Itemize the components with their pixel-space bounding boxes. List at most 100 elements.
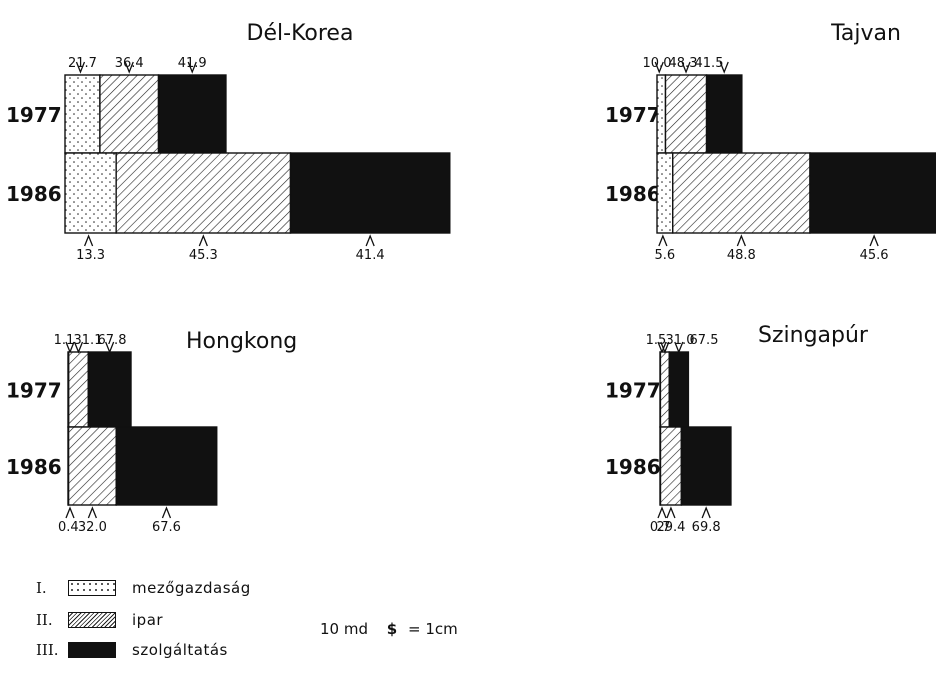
panel-2: Tajvan 1977 10.048.341.5 1986 5.6 48.8 45.6	[605, 21, 936, 263]
data-label-industry-1977: 31.1	[74, 333, 103, 348]
label-tick-agriculture-1977	[654, 61, 664, 74]
legend-item-agriculture: I. mezőgazdaság	[36, 576, 251, 600]
bar-segment-services-1986	[289, 152, 451, 234]
year-label-1977: 1977	[6, 379, 62, 403]
data-label-agriculture-1986: 5.6	[655, 248, 676, 263]
label-tick-services-1977	[674, 341, 684, 354]
bar-segment-agriculture-1986	[656, 152, 674, 234]
data-label-industry-1986: 48.8	[727, 248, 756, 263]
data-label-industry-1986: 29.4	[656, 520, 685, 535]
bar-segment-industry-1977	[664, 74, 708, 154]
legend-label-industry: ipar	[132, 611, 164, 629]
label-tick-industry-1977	[124, 61, 134, 74]
legend-roman-2: II.	[36, 611, 53, 629]
bar-segment-services-1986	[680, 426, 732, 506]
scale-equals: = 1cm	[408, 620, 458, 638]
legend-roman-1: I.	[36, 579, 47, 597]
bar-segment-services-1977	[705, 74, 743, 154]
label-tick-agriculture-1977	[75, 61, 86, 74]
bar-segment-industry-1986	[672, 152, 811, 234]
legend: I. mezőgazdaság II. ipar III. szolgáltat…	[0, 572, 936, 672]
scale-note: 10 md $ = 1cm	[320, 620, 472, 638]
data-label-services-1977: 41.9	[178, 56, 207, 71]
bar-segment-industry-1986	[115, 152, 292, 234]
legend-swatch-solid	[68, 642, 116, 658]
year-label-1986: 1986	[605, 455, 661, 479]
data-label-industry-1986: 32.0	[78, 520, 107, 535]
bar-segment-agriculture-1986	[64, 152, 117, 234]
data-label-agriculture-1977: 21.7	[68, 56, 97, 71]
panel-1: Dél-Korea 1977 21.7 36.4 41.9 1986 13.3 45.3 41.…	[6, 21, 451, 263]
bar-segment-services-1977	[668, 351, 690, 428]
panel-title: Tajvan	[830, 21, 901, 46]
label-tick-agriculture-1986	[657, 506, 667, 519]
data-label-services-1986: 69.8	[692, 520, 721, 535]
data-label-services-1986: 67.6	[152, 520, 181, 535]
data-label-agriculture-1977: 10.0	[643, 56, 672, 71]
label-tick-services-1986	[701, 506, 711, 519]
label-tick-services-1986	[869, 234, 879, 247]
data-label-services-1986: 45.6	[860, 248, 889, 263]
label-tick-industry-1986	[87, 506, 97, 519]
label-tick-industry-1986	[736, 234, 746, 247]
bar-segment-services-1986	[115, 426, 218, 506]
data-label-services-1977: 67.8	[98, 333, 127, 348]
label-tick-agriculture-1986	[83, 234, 94, 247]
scale-amount: 10 md	[320, 620, 368, 638]
label-tick-industry-1977	[73, 341, 84, 354]
label-tick-industry-1986	[198, 234, 208, 247]
label-tick-agriculture-1986	[65, 506, 75, 519]
data-label-industry-1977: 36.4	[115, 56, 144, 71]
data-label-agriculture-1986: 0.4	[58, 520, 79, 535]
label-tick-services-1986	[365, 234, 375, 247]
data-label-industry-1977: 31.0	[666, 333, 695, 348]
bar-segment-industry-1977	[99, 74, 160, 154]
panel-title: Szingapúr	[758, 323, 869, 348]
bar-segment-agriculture-1977	[656, 74, 667, 154]
data-label-services-1977: 41.5	[695, 56, 724, 71]
label-tick-services-1977	[187, 61, 197, 74]
legend-label-services: szolgáltatás	[132, 641, 228, 659]
label-tick-services-1977	[719, 61, 729, 74]
label-tick-services-1977	[105, 341, 115, 354]
label-tick-industry-1986	[666, 506, 676, 519]
year-label-1986: 1986	[605, 182, 661, 206]
label-tick-services-1986	[161, 506, 172, 519]
year-label-1977: 1977	[605, 103, 661, 127]
data-label-services-1977: 67.5	[690, 333, 719, 348]
data-label-industry-1977: 48.3	[669, 56, 698, 71]
year-label-1977: 1977	[605, 379, 661, 403]
legend-label-agriculture: mezőgazdaság	[132, 579, 251, 597]
data-label-agriculture-1986: 13.3	[76, 248, 105, 263]
panel-title: Dél-Korea	[247, 21, 354, 46]
bar-segment-industry-1977	[67, 351, 89, 428]
data-label-industry-1986: 45.3	[189, 248, 218, 263]
panel-title: Hongkong	[186, 329, 297, 354]
data-label-agriculture-1977: 1.1	[54, 333, 75, 348]
label-tick-industry-1977	[681, 61, 691, 74]
legend-item-services: III. szolgáltatás	[36, 638, 228, 662]
bar-segment-agriculture-1977	[64, 74, 101, 154]
data-label-agriculture-1977: 1.5	[646, 333, 667, 348]
data-label-services-1986: 41.4	[356, 248, 385, 263]
year-label-1986: 1986	[6, 455, 62, 479]
legend-roman-3: III.	[36, 641, 59, 659]
year-label-1977: 1977	[6, 103, 62, 127]
legend-swatch-dots	[68, 580, 116, 596]
bar-segment-industry-1977	[659, 351, 670, 428]
bar-segment-industry-1986	[659, 426, 683, 506]
panel-4: Szingapúr 1977 1.5 31.067.5 1986 0.729.4 69.8	[605, 323, 869, 535]
label-tick-industry-1977	[660, 341, 670, 354]
dollar-symbol: $	[386, 620, 398, 638]
panel-3: Hongkong 1977 1.1 31.167.8 1986 0.4 32.0 67.6	[6, 329, 297, 535]
bar-segment-industry-1986	[67, 426, 117, 506]
legend-item-industry: II. ipar	[36, 608, 163, 632]
data-label-agriculture-1986: 0.7	[650, 520, 671, 535]
label-tick-agriculture-1986	[658, 234, 668, 247]
bar-segment-services-1977	[157, 74, 227, 154]
bar-segment-services-1986	[809, 152, 936, 234]
year-label-1986: 1986	[6, 182, 62, 206]
bar-segment-services-1977	[87, 351, 132, 428]
legend-swatch-hatch	[68, 612, 116, 628]
